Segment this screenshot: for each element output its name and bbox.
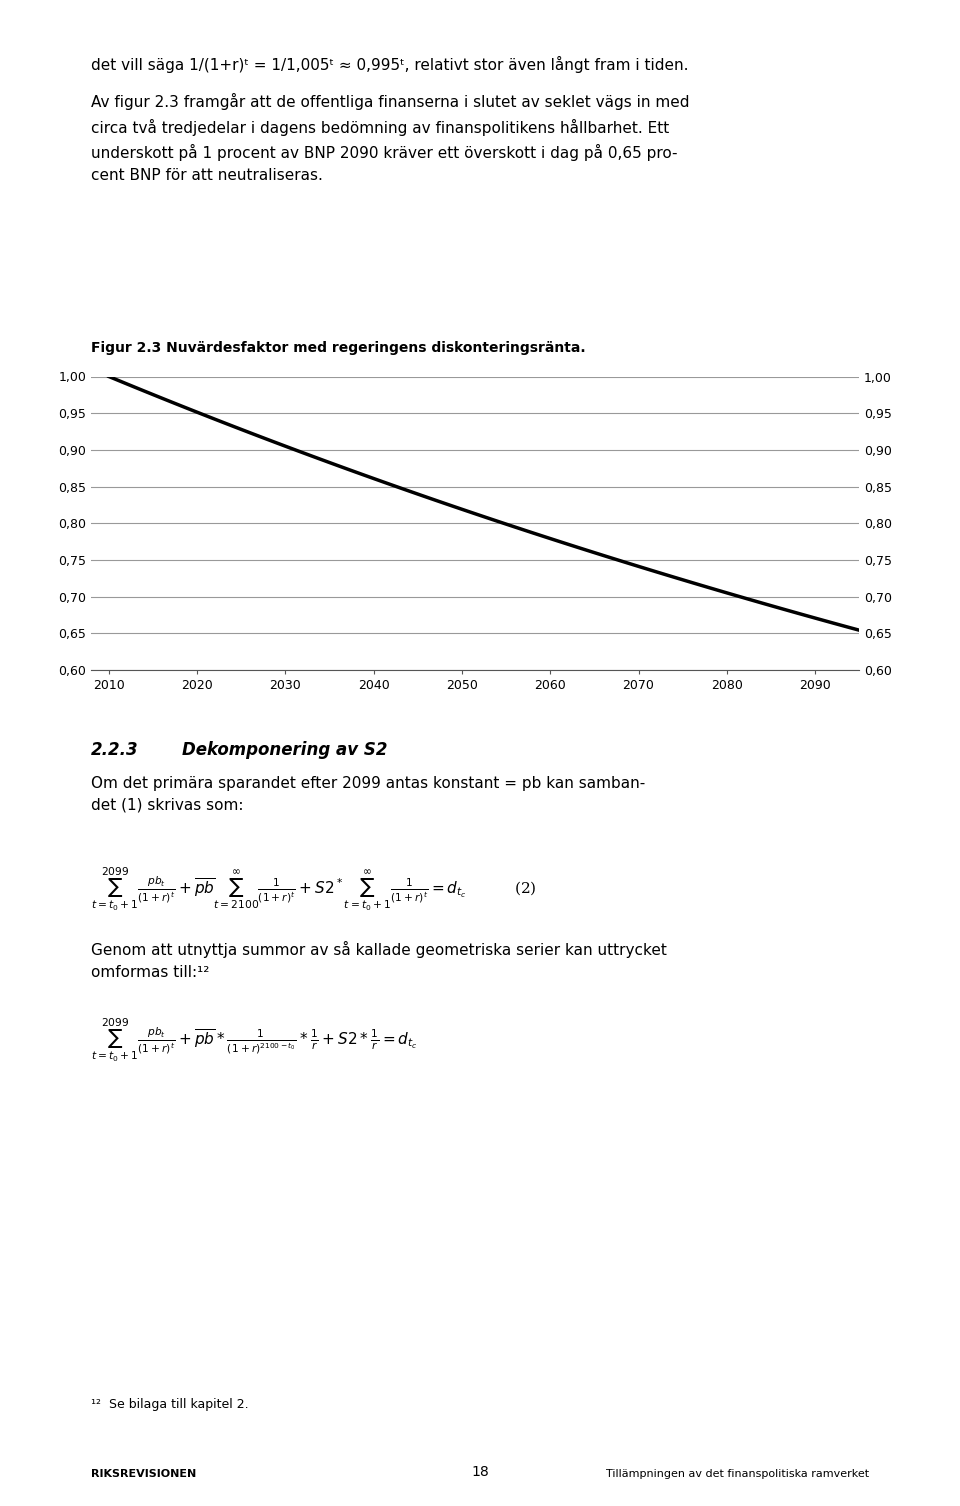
Text: $\sum_{t=t_0+1}^{2099} \frac{pb_t}{(1+r)^t} + \overline{pb} \sum_{t=2100}^{\inft: $\sum_{t=t_0+1}^{2099} \frac{pb_t}{(1+r)… <box>91 866 537 913</box>
Text: Tillämpningen av det finanspolitiska ramverket: Tillämpningen av det finanspolitiska ram… <box>606 1468 869 1479</box>
Text: 2.2.3: 2.2.3 <box>91 741 139 759</box>
Text: $\sum_{t=t_0+1}^{2099} \frac{pb_t}{(1+r)^t} + \overline{pb} * \frac{1}{(1+r)^{21: $\sum_{t=t_0+1}^{2099} \frac{pb_t}{(1+r)… <box>91 1017 418 1063</box>
Text: Dekomponering av S2: Dekomponering av S2 <box>182 741 388 759</box>
Text: RIKSREVISIONEN: RIKSREVISIONEN <box>91 1468 197 1479</box>
Text: 18: 18 <box>471 1465 489 1479</box>
Text: det vill säga 1/(1+r)ᵗ = 1/1,005ᵗ ≈ 0,995ᵗ, relativt stor även långt fram i tide: det vill säga 1/(1+r)ᵗ = 1/1,005ᵗ ≈ 0,99… <box>91 56 688 72</box>
Text: Av figur 2.3 framgår att de offentliga finanserna i slutet av seklet vägs in med: Av figur 2.3 framgår att de offentliga f… <box>91 93 689 184</box>
Text: Genom att utnyttja summor av så kallade geometriska serier kan uttrycket
omforma: Genom att utnyttja summor av så kallade … <box>91 941 667 980</box>
Text: Figur 2.3 Nuvärdesfaktor med regeringens diskonteringsränta.: Figur 2.3 Nuvärdesfaktor med regeringens… <box>91 342 586 355</box>
Text: Om det primära sparandet efter 2099 antas konstant = pb kan samban-
det (1) skri: Om det primära sparandet efter 2099 anta… <box>91 776 645 813</box>
Text: ¹²  Se bilaga till kapitel 2.: ¹² Se bilaga till kapitel 2. <box>91 1398 249 1411</box>
